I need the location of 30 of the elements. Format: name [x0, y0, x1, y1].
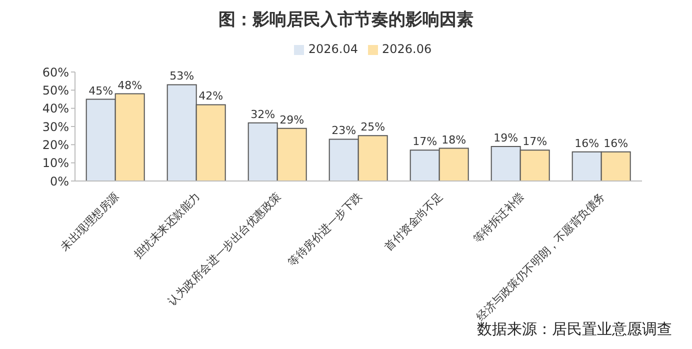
data-label: 23% — [332, 124, 356, 138]
data-label: 18% — [442, 133, 466, 146]
data-label: 19% — [494, 131, 518, 144]
data-label: 48% — [118, 78, 142, 92]
y-tick-label: 30% — [42, 120, 69, 134]
legend-label: 2026.04 — [308, 42, 358, 56]
y-tick-label: 50% — [42, 83, 69, 98]
chart-title: 图：影响居民入市节奏的影响因素 — [218, 9, 474, 31]
x-tick-label: 担忧未来还款能力 — [131, 190, 203, 262]
x-tick-label: 未出现理想房源 — [58, 190, 122, 254]
y-tick-label: 0% — [50, 174, 69, 188]
data-label: 25% — [360, 120, 386, 134]
data-label: 32% — [250, 108, 276, 121]
data-label: 17% — [522, 135, 548, 148]
x-tick-label: 等待拆迁补偿 — [470, 190, 527, 246]
x-tick-label: 等待房价进一步下跌 — [285, 190, 365, 270]
data-label: 53% — [170, 70, 194, 83]
source-note: 数据来源：居民置业意愿调查 — [477, 320, 672, 339]
data-label: 42% — [198, 90, 224, 103]
y-tick-label: 40% — [42, 102, 69, 116]
data-label: 45% — [88, 84, 114, 98]
x-tick-label: 首付资金尚不足 — [382, 190, 446, 254]
data-label: 17% — [412, 135, 438, 148]
legend-label: 2026.06 — [382, 42, 432, 56]
data-label: 16% — [604, 136, 628, 150]
data-label: 29% — [280, 113, 304, 126]
data-label: 16% — [574, 136, 600, 150]
y-tick-label: 20% — [42, 138, 69, 152]
y-tick-label: 60% — [42, 65, 69, 80]
y-tick-label: 10% — [42, 156, 69, 170]
